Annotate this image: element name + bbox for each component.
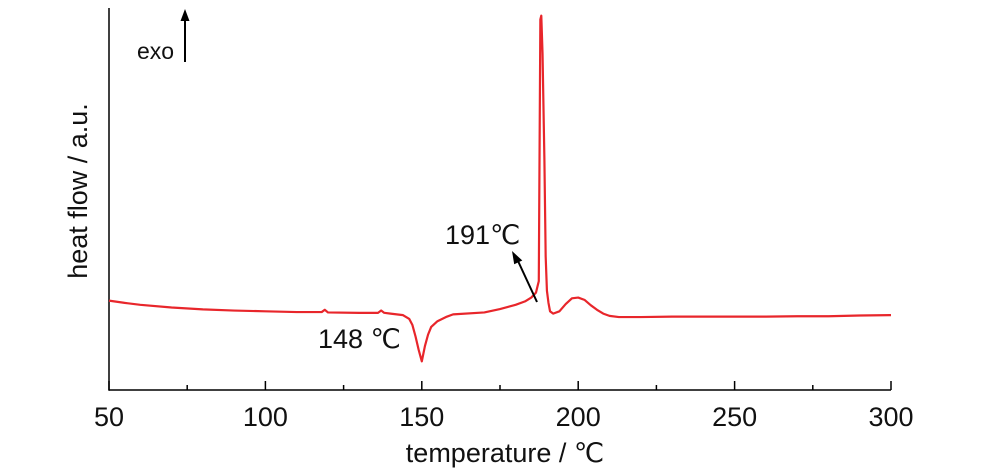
x-tick-label: 50 bbox=[94, 402, 124, 432]
annotation-148: 148 ℃ bbox=[318, 324, 401, 354]
exo-arrow-icon bbox=[180, 9, 190, 62]
x-tick-label: 150 bbox=[399, 402, 444, 432]
x-tick-label: 100 bbox=[243, 402, 288, 432]
y-axis-label: heat flow / a.u. bbox=[63, 103, 93, 279]
axes bbox=[108, 8, 891, 391]
annotation-191-arrow-icon bbox=[512, 251, 538, 303]
x-tick-labels: 50 100 150 200 250 300 bbox=[94, 402, 914, 432]
heat-flow-curve bbox=[108, 14, 892, 363]
x-tick-label: 200 bbox=[556, 402, 601, 432]
x-ticks bbox=[108, 381, 892, 390]
annotation-191: 191℃ bbox=[445, 220, 520, 250]
exo-label: exo bbox=[137, 38, 174, 64]
annotations: exo 148 ℃ 191℃ bbox=[137, 9, 538, 354]
x-tick-label: 250 bbox=[712, 402, 757, 432]
x-tick-label: 300 bbox=[868, 402, 913, 432]
x-axis-label: temperature / ℃ bbox=[406, 438, 604, 468]
